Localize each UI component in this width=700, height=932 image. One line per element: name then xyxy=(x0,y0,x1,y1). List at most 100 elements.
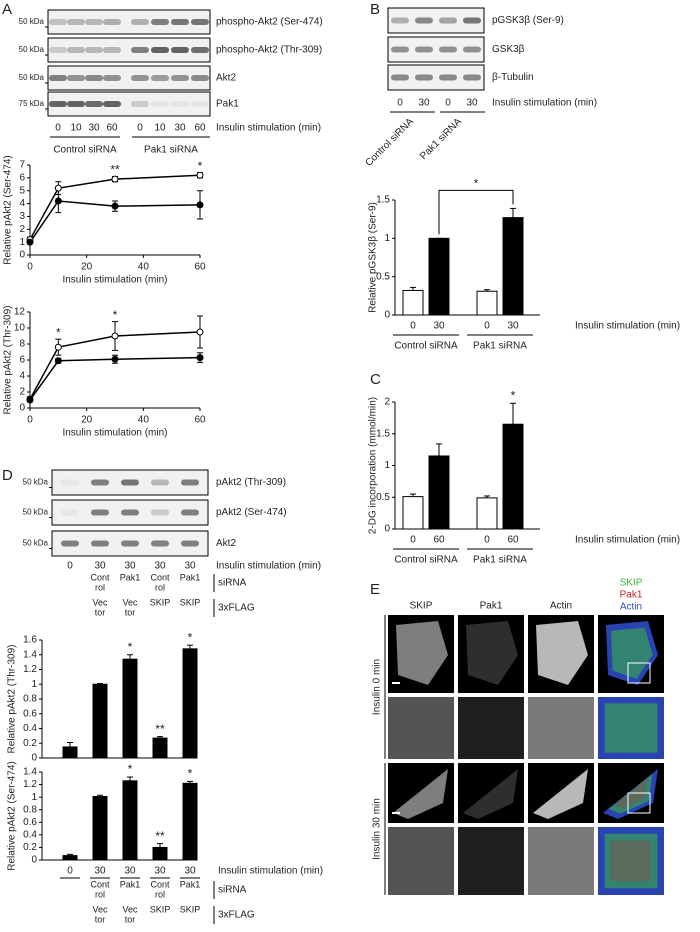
blot-band xyxy=(91,540,109,547)
blot-band xyxy=(49,47,67,53)
group-label: Control siRNA xyxy=(363,116,416,169)
y-tick-label: 1 xyxy=(31,792,37,803)
group-label: Pak1 siRNA xyxy=(144,145,198,156)
blot-band xyxy=(103,47,121,53)
y-tick-label: 1.2 xyxy=(23,664,37,675)
blot-band xyxy=(103,75,121,81)
bar xyxy=(402,289,424,316)
row-label: siRNA xyxy=(218,578,247,589)
y-axis-label: Relative pAkt2 (Thr-309) xyxy=(7,645,18,754)
blot-band xyxy=(439,74,457,81)
blot-band xyxy=(49,101,67,107)
blot-band xyxy=(131,75,149,81)
bar xyxy=(152,846,168,861)
blot-band xyxy=(61,540,79,547)
bar xyxy=(502,217,524,316)
cell xyxy=(393,769,448,819)
blot-band xyxy=(415,46,433,53)
x-tick-label: 20 xyxy=(81,262,93,273)
cell xyxy=(388,827,454,895)
cell xyxy=(388,697,454,759)
blot-band xyxy=(415,17,433,24)
significance: * xyxy=(188,767,193,781)
x-axis-label: Insulin stimulation (min) xyxy=(62,428,167,439)
row-cell: Cont xyxy=(150,879,170,889)
row-cell: SKIP xyxy=(150,597,171,607)
y-tick-label: 1.5 xyxy=(376,195,390,206)
x-tick-label: 40 xyxy=(138,262,150,273)
point xyxy=(26,238,34,246)
x-axis-label: Insulin stimulation (min) xyxy=(62,275,167,286)
blot-band xyxy=(439,17,457,24)
lane-label: 30 xyxy=(418,98,430,109)
cell-skip xyxy=(611,627,653,679)
y-tick-label: 1.4 xyxy=(23,767,37,778)
blot-band xyxy=(121,540,139,547)
x-tick-label: 60 xyxy=(433,535,445,546)
column-label: SKIP xyxy=(410,601,433,612)
series-line xyxy=(29,331,201,400)
row-cell: tor xyxy=(95,914,106,924)
blot-band xyxy=(151,540,169,547)
merge-legend: SKIP xyxy=(620,578,643,589)
significance: ** xyxy=(155,829,165,843)
y-tick-label: 6 xyxy=(19,355,25,366)
x-tick-label: 0 xyxy=(410,535,416,546)
y-tick-label: 1.2 xyxy=(23,779,37,790)
x-tick-label: 40 xyxy=(138,415,150,426)
row-cell: Vec xyxy=(92,597,108,607)
lane-label: 30 xyxy=(184,561,196,572)
bar xyxy=(122,658,138,759)
y-tick-label: 1 xyxy=(31,679,37,690)
lane-axis-label: Insulin stimulation (min) xyxy=(492,98,597,109)
row-cell: Vec xyxy=(92,904,108,914)
bar xyxy=(476,497,498,530)
blot-band xyxy=(463,74,481,81)
row-label: 3xFLAG xyxy=(218,910,255,921)
y-tick-label: 0.2 xyxy=(23,842,37,853)
blot-band xyxy=(85,75,103,81)
significance: * xyxy=(188,630,193,644)
blot-band xyxy=(121,509,139,516)
cell xyxy=(466,621,518,685)
merge-legend: Pak1 xyxy=(620,590,643,601)
y-tick-label: 0 xyxy=(384,524,390,535)
x-tick-label: 30 xyxy=(433,321,445,332)
micrograph xyxy=(458,827,524,895)
bar xyxy=(428,237,450,316)
point xyxy=(111,355,119,363)
cell-pak1 xyxy=(611,840,651,882)
marker-label: 50 kDa xyxy=(23,478,49,487)
point xyxy=(196,201,204,209)
blot-label: pGSK3β (Ser-9) xyxy=(492,15,564,26)
x-tick-label: 0 xyxy=(410,321,416,332)
x-tick-label: 0 xyxy=(27,415,33,426)
significance: * xyxy=(128,762,133,776)
blot-band xyxy=(85,47,103,53)
group-label: Control siRNA xyxy=(53,145,117,156)
y-axis-label: Relative pGSK3β (Ser-9) xyxy=(368,202,379,313)
row-cell: Pak1 xyxy=(180,572,201,582)
lane-label: 30 xyxy=(88,123,100,134)
blot-band xyxy=(85,19,103,25)
x-tick-label: 30 xyxy=(154,866,166,877)
micrograph xyxy=(388,827,454,895)
group-label: Pak1 siRNA xyxy=(473,555,527,566)
blot-band xyxy=(391,46,409,53)
blot-band xyxy=(131,101,149,107)
lane-label: 0 xyxy=(55,123,61,134)
significance: * xyxy=(198,159,203,173)
group-label: Pak1 siRNA xyxy=(418,116,464,162)
blot-band xyxy=(151,75,169,81)
blot-band xyxy=(49,19,67,25)
y-tick-label: 2 xyxy=(19,224,25,235)
y-tick-label: 0.6 xyxy=(23,817,37,828)
blot-label: β-Tubulin xyxy=(492,72,534,83)
cell xyxy=(396,621,448,685)
x-axis-label: Insulin stimulation (min) xyxy=(218,866,323,877)
significance: * xyxy=(474,177,479,191)
series-line xyxy=(29,356,201,401)
y-tick-label: 0 xyxy=(19,403,25,414)
lane-label: 30 xyxy=(94,561,106,572)
blot-band xyxy=(151,101,169,107)
